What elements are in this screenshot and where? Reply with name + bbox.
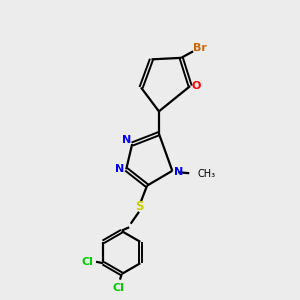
Text: N: N — [174, 167, 183, 177]
Text: S: S — [135, 200, 144, 213]
Text: O: O — [192, 81, 201, 91]
Text: N: N — [115, 164, 124, 174]
Text: N: N — [122, 136, 131, 146]
Text: Cl: Cl — [81, 257, 93, 267]
Text: Cl: Cl — [113, 283, 125, 293]
Text: Br: Br — [193, 43, 207, 53]
Text: CH₃: CH₃ — [198, 169, 216, 179]
